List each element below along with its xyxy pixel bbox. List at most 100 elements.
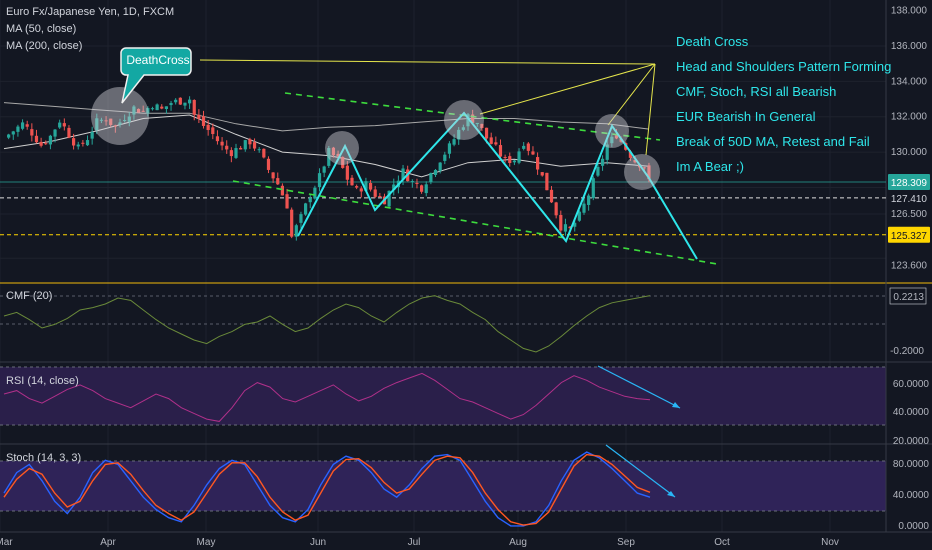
candle-body-3 — [16, 126, 20, 132]
candle-body-52 — [243, 140, 247, 150]
candle-body-130 — [605, 144, 609, 160]
candle-body-132 — [614, 135, 619, 139]
rsi-tick-2: 20.0000 — [893, 436, 930, 447]
highlight-circle-right-shoulder — [595, 114, 629, 148]
candle-body-95 — [443, 154, 447, 161]
rsi-divergence-arrow[interactable] — [597, 365, 681, 409]
candle-body-54 — [252, 142, 257, 149]
candle-body-63 — [294, 225, 298, 237]
candle-body-88 — [410, 181, 414, 183]
candle-body-22 — [104, 120, 108, 122]
stoch-legend[interactable]: Stoch (14, 3, 3) — [6, 452, 81, 464]
candle-body-79 — [368, 182, 373, 190]
price-badge-text-0: 128.309 — [891, 178, 928, 189]
candle-body-124 — [577, 211, 581, 221]
candle-body-1 — [7, 134, 11, 138]
cmf-tick-text-1: -0.2000 — [890, 346, 924, 357]
candle-body-31 — [146, 107, 150, 114]
candle-body-70 — [327, 148, 331, 166]
candle-body-65 — [304, 203, 308, 215]
candle-body-45 — [211, 127, 215, 135]
highlight-circle-break — [624, 154, 660, 190]
stoch-tick-0: 80.0000 — [893, 459, 930, 470]
candle-body-110 — [512, 160, 516, 163]
candle-body-21 — [99, 119, 104, 121]
candle-body-125 — [582, 203, 586, 213]
price-tick-6: 123.600 — [891, 260, 928, 271]
candle-body-138 — [642, 167, 646, 169]
price-badge-text-1: 127.410 — [891, 194, 928, 205]
candle-body-75 — [350, 177, 354, 186]
death-cross-label: DeathCross — [126, 53, 189, 67]
note-break-50d: Break of 50D MA, Retest and Fail — [676, 134, 870, 149]
candle-body-40 — [188, 99, 192, 104]
ma50-legend[interactable]: MA (50, close) — [6, 23, 76, 35]
candle-body-60 — [280, 185, 284, 196]
candle-body-113 — [526, 143, 530, 151]
highlight-circle-head — [444, 100, 484, 140]
fan-lines — [199, 59, 656, 156]
candle-body-104 — [484, 127, 489, 139]
price-badge-2: 125.327 — [888, 226, 930, 243]
rsi-legend[interactable]: RSI (14, close) — [6, 375, 79, 387]
candle-body-103 — [480, 123, 484, 129]
candle-body-98 — [457, 129, 461, 140]
stoch-divergence-arrow[interactable] — [605, 444, 676, 498]
candle-body-8 — [39, 141, 43, 146]
note-head-shoulders: Head and Shoulders Pattern Forming — [676, 59, 891, 74]
candle-body-107 — [498, 145, 503, 157]
head-shoulders-pattern[interactable] — [297, 111, 698, 260]
candle-body-55 — [257, 149, 261, 151]
price-axis[interactable]: 138.000 136.000 134.000 132.000 130.000 126.5… — [888, 6, 930, 272]
candle-body-91 — [424, 184, 428, 194]
candle-body-15 — [72, 138, 76, 146]
cmf-legend[interactable]: CMF (20) — [6, 290, 52, 302]
candle-body-117 — [545, 172, 549, 191]
candle-body-81 — [378, 195, 382, 197]
price-tick-3: 132.000 — [891, 112, 928, 123]
stoch-tick-2: 0.0000 — [898, 521, 929, 532]
price-badge-0: 128.309 — [888, 174, 930, 191]
candle-body-67 — [313, 187, 317, 199]
candle-body-135 — [628, 151, 632, 158]
candle-body-38 — [178, 97, 182, 105]
candle-body-62 — [290, 209, 294, 237]
time-tick-mar: Mar — [0, 537, 13, 548]
candle-body-18 — [85, 140, 90, 146]
cmf-tick-1: -0.2000 — [890, 346, 924, 357]
analysis-notes: Death Cross Head and Shoulders Pattern F… — [676, 34, 891, 174]
highlight-circles — [91, 87, 660, 190]
price-tick-0: 138.000 — [891, 6, 928, 17]
candle-body-30 — [141, 110, 145, 112]
candle-body-23 — [109, 118, 113, 125]
highlight-circle-death-cross — [91, 87, 149, 145]
candle-body-43 — [201, 116, 206, 126]
lower-trend-line[interactable] — [232, 180, 718, 265]
price-tick-5: 126.500 — [891, 209, 928, 220]
candle-body-50 — [234, 148, 238, 158]
candle-body-123 — [573, 222, 577, 227]
candle-body-37 — [174, 99, 178, 103]
time-axis[interactable]: Mar Apr May Jun Jul Aug Sep Oct Nov — [0, 537, 839, 548]
symbol-legend[interactable]: Euro Fx/Japanese Yen, 1D, FXCM — [6, 6, 174, 18]
ma200-legend[interactable]: MA (200, close) — [6, 40, 82, 52]
candle-body-116 — [540, 172, 544, 176]
candle-body-64 — [299, 214, 303, 223]
candle-body-10 — [48, 135, 52, 145]
indicator-axes[interactable]: 0.2213 -0.2000 60.0000 40.0000 20.0000 80.000… — [889, 287, 930, 532]
grid-lines — [0, 0, 886, 532]
candle-body-86 — [401, 168, 405, 180]
death-cross-callout[interactable]: DeathCross — [120, 47, 192, 104]
time-tick-jun: Jun — [310, 537, 326, 548]
stoch-band — [0, 461, 886, 511]
candle-body-129 — [600, 158, 605, 166]
candle-body-56 — [262, 148, 266, 158]
rsi-line — [3, 372, 651, 422]
candle-body-57 — [266, 158, 271, 170]
candle-body-112 — [522, 145, 526, 149]
upper-trend-line[interactable] — [284, 92, 661, 141]
rsi-tick-0: 60.0000 — [893, 379, 930, 390]
time-tick-aug: Aug — [509, 537, 527, 548]
